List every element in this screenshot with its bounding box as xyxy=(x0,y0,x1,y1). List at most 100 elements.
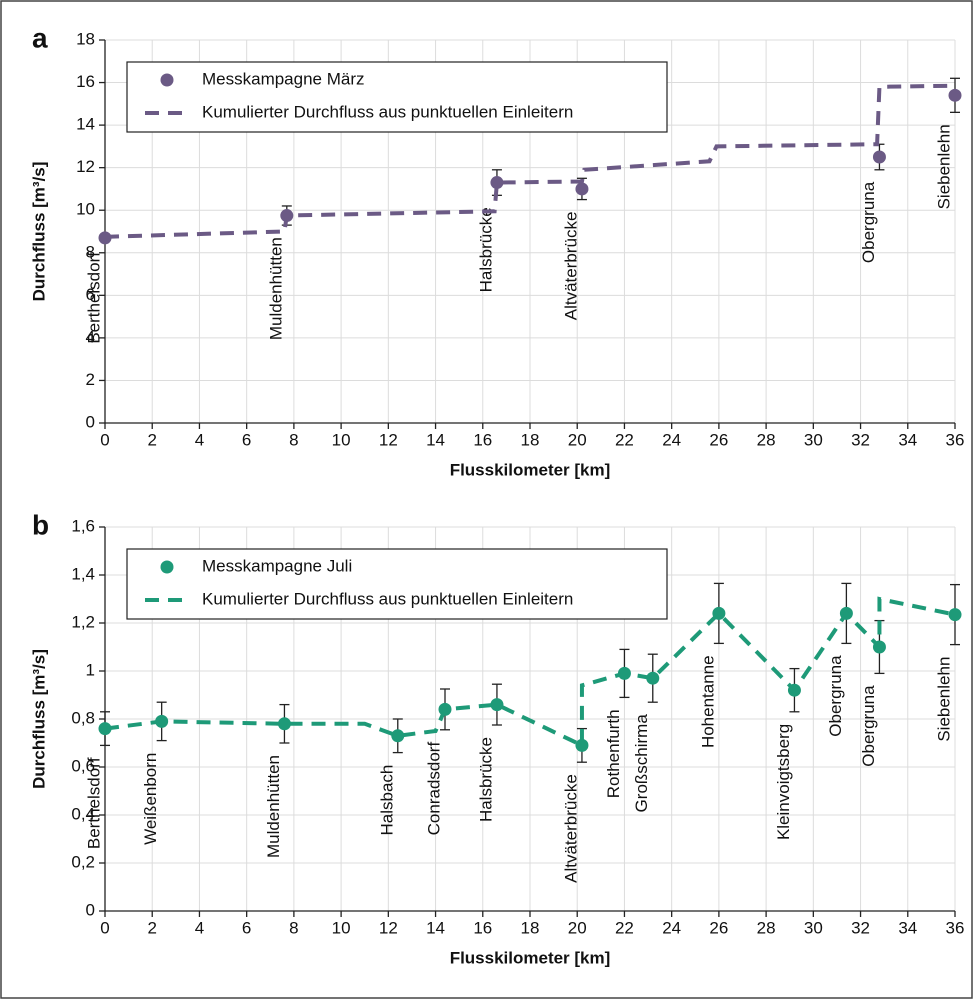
station-label: Rothenfurth xyxy=(604,709,623,798)
y-tick-label: 2 xyxy=(86,370,95,389)
panel-label: b xyxy=(32,509,49,540)
legend-label: Kumulierter Durchfluss aus punktuellen E… xyxy=(202,102,573,121)
x-tick-label: 32 xyxy=(851,430,870,449)
cumulative-line xyxy=(104,83,956,239)
station-label: Halsbrücke xyxy=(476,737,495,822)
y-tick-label: 0,2 xyxy=(71,852,95,871)
x-tick-label: 26 xyxy=(709,430,728,449)
data-point xyxy=(575,738,589,752)
station-label: Berthelsdorf xyxy=(84,757,103,849)
station-label: Kleinvoigtsberg xyxy=(774,724,793,840)
y-tick-label: 0,6 xyxy=(71,756,95,775)
x-tick-label: 0 xyxy=(100,430,109,449)
x-tick-label: 26 xyxy=(709,918,728,937)
x-tick-label: 34 xyxy=(898,430,917,449)
x-tick-label: 14 xyxy=(426,918,445,937)
x-tick-label: 28 xyxy=(757,918,776,937)
x-tick-label: 36 xyxy=(946,430,965,449)
x-tick-label: 28 xyxy=(757,430,776,449)
data-point xyxy=(646,671,660,685)
legend-label: Kumulierter Durchfluss aus punktuellen E… xyxy=(202,589,573,608)
legend-marker xyxy=(160,560,174,574)
y-tick-label: 8 xyxy=(86,242,95,261)
y-tick-label: 18 xyxy=(76,29,95,48)
x-tick-label: 6 xyxy=(242,918,251,937)
station-label: Halsbrücke xyxy=(476,207,495,292)
x-tick-label: 32 xyxy=(851,918,870,937)
data-point xyxy=(490,698,504,712)
x-axis-label: Flusskilometer [km] xyxy=(450,948,611,967)
legend-box xyxy=(126,548,668,620)
y-tick-label: 0 xyxy=(86,412,95,431)
x-tick-label: 20 xyxy=(568,430,587,449)
x-tick-label: 24 xyxy=(662,430,681,449)
y-tick-label: 0,4 xyxy=(71,804,95,823)
x-tick-label: 14 xyxy=(426,430,445,449)
legend-label: Messkampagne März xyxy=(202,69,365,88)
data-point xyxy=(277,717,291,731)
station-label: Obergruna xyxy=(859,181,878,263)
station-label: Altväterbrücke xyxy=(561,774,580,883)
data-point xyxy=(872,150,886,164)
panel-label: a xyxy=(32,22,48,53)
x-tick-label: 4 xyxy=(195,430,204,449)
x-tick-label: 30 xyxy=(804,918,823,937)
x-tick-label: 12 xyxy=(379,918,398,937)
station-label: Conradsdorf xyxy=(424,742,443,836)
x-tick-label: 4 xyxy=(195,918,204,937)
data-point xyxy=(948,608,962,622)
x-tick-label: 8 xyxy=(289,918,298,937)
x-axis-label: Flusskilometer [km] xyxy=(450,460,611,479)
station-label: Halsbach xyxy=(377,765,396,836)
x-tick-label: 34 xyxy=(898,918,917,937)
y-tick-label: 0,8 xyxy=(71,708,95,727)
y-tick-label: 0 xyxy=(86,900,95,919)
y-tick-label: 1,4 xyxy=(71,564,95,583)
station-label: Altväterbrücke xyxy=(561,212,580,321)
x-tick-label: 24 xyxy=(662,918,681,937)
x-tick-label: 8 xyxy=(289,430,298,449)
station-label: Obergruna xyxy=(859,685,878,767)
station-label: Obergruna xyxy=(826,655,845,737)
x-tick-label: 30 xyxy=(804,430,823,449)
x-tick-label: 36 xyxy=(946,918,965,937)
x-tick-label: 20 xyxy=(568,918,587,937)
station-label: Siebenlehn xyxy=(934,124,953,209)
station-label: Muldenhütten xyxy=(264,755,283,858)
y-tick-label: 12 xyxy=(76,157,95,176)
x-tick-label: 10 xyxy=(332,918,351,937)
data-point xyxy=(575,182,589,196)
data-point xyxy=(391,729,405,743)
cumulative-line xyxy=(104,596,956,749)
x-tick-label: 2 xyxy=(147,430,156,449)
station-label: Siebenlehn xyxy=(934,657,953,742)
y-tick-label: 10 xyxy=(76,200,95,219)
x-tick-label: 18 xyxy=(521,918,540,937)
x-tick-label: 0 xyxy=(100,918,109,937)
y-tick-label: 1 xyxy=(86,660,95,679)
station-label: Muldenhütten xyxy=(266,237,285,340)
y-tick-label: 6 xyxy=(86,285,95,304)
x-tick-label: 18 xyxy=(521,430,540,449)
x-tick-label: 22 xyxy=(615,918,634,937)
legend-label: Messkampagne Juli xyxy=(202,556,352,575)
y-tick-label: 4 xyxy=(86,327,95,346)
x-tick-label: 6 xyxy=(242,430,251,449)
y-axis-label: Durchfluss [m³/s] xyxy=(29,649,48,789)
y-tick-label: 16 xyxy=(76,72,95,91)
x-tick-label: 2 xyxy=(147,918,156,937)
y-tick-label: 1,6 xyxy=(71,516,95,535)
data-point xyxy=(98,231,112,245)
data-point xyxy=(948,88,962,102)
y-tick-label: 1,2 xyxy=(71,612,95,631)
station-label: Hohentanne xyxy=(698,655,717,748)
station-label: Großschirma xyxy=(632,714,651,813)
station-label: Berthelsdorf xyxy=(84,252,103,344)
station-label: Weißenborn xyxy=(141,753,160,845)
x-tick-label: 16 xyxy=(473,918,492,937)
legend-box xyxy=(126,61,668,133)
x-tick-label: 10 xyxy=(332,430,351,449)
x-tick-label: 16 xyxy=(473,430,492,449)
x-tick-label: 22 xyxy=(615,430,634,449)
